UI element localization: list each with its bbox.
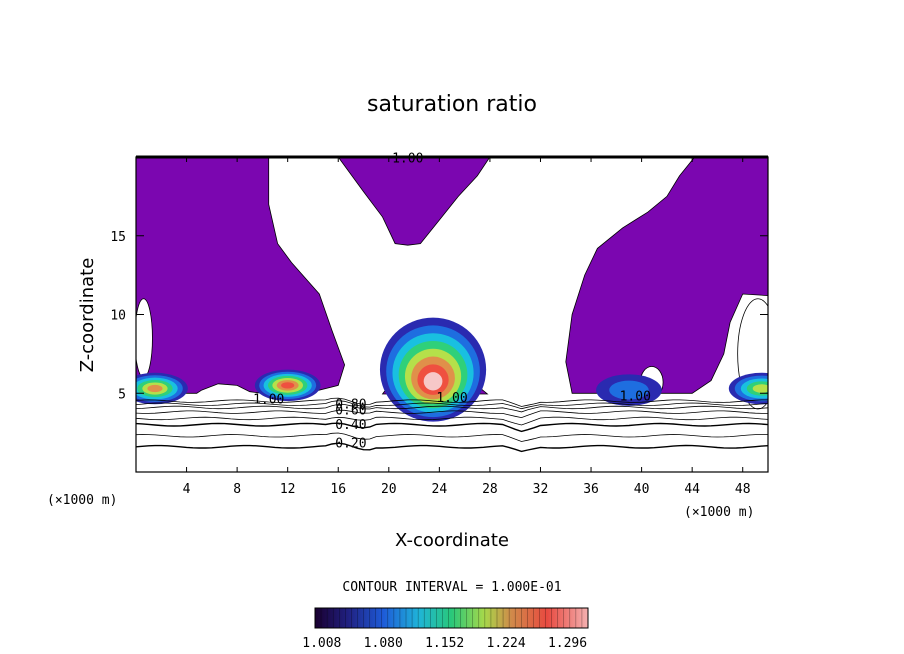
contour-label: 1.00: [392, 152, 423, 167]
colorbar-tick-label: 1.008: [302, 636, 341, 651]
contour-line: [136, 403, 768, 413]
contour-line: [136, 416, 768, 426]
contour-label: 1.00: [253, 393, 284, 408]
contour-label: 1.00: [620, 389, 651, 404]
saturated-regions: [136, 157, 768, 410]
y-axis-label: Z-coordinate: [77, 258, 98, 373]
contour-label: 0.80: [335, 397, 366, 412]
core-level: [423, 372, 443, 391]
x-tick-label: 36: [583, 482, 599, 497]
y-tick-label: 15: [110, 230, 126, 245]
colorbar-tick-label: 1.152: [425, 636, 464, 651]
y-tick-label: 5: [118, 387, 126, 402]
saturated-region: [565, 157, 768, 394]
contour-line: [136, 400, 768, 410]
colorbar-ticks: 1.008 1.080 1.152 1.224 1.296: [302, 636, 587, 651]
contour-line: [136, 397, 768, 407]
y-unit-label: (×1000 m): [47, 493, 117, 508]
x-tick-label: 4: [183, 482, 191, 497]
contour-line: [136, 409, 768, 419]
subsaturated-contours: [136, 397, 768, 453]
contour-label: 1.00: [436, 391, 467, 406]
contour-labels: 1.00 1.00 1.00 1.00 0.800.600.40 0.20: [253, 152, 651, 452]
saturated-region: [337, 157, 491, 246]
colorbar: [314, 607, 589, 629]
contour-line: [136, 432, 768, 442]
plot-area: [136, 157, 768, 453]
x-tick-label: 12: [280, 482, 296, 497]
x-tick-label: 24: [432, 482, 448, 497]
x-tick-label: 32: [533, 482, 549, 497]
x-tick-label: 28: [482, 482, 498, 497]
x-tick-label: 16: [330, 482, 346, 497]
core-level: [609, 380, 649, 400]
core-level: [752, 384, 768, 393]
x-axis-label: X-coordinate: [395, 530, 509, 551]
x-tick-label: 44: [684, 482, 700, 497]
x-tick-label: 8: [233, 482, 241, 497]
x-tick-label: 40: [634, 482, 650, 497]
contour-line: [136, 442, 768, 453]
contour-label: 0.60: [335, 404, 366, 419]
core-level: [281, 382, 295, 389]
colorbar-tick-label: 1.296: [548, 636, 587, 651]
saturated-region: [136, 157, 346, 394]
colorbar-tick-label: 1.080: [364, 636, 403, 651]
y-axis-ticks: 5 10 15: [110, 230, 768, 402]
core-level: [147, 384, 163, 393]
contour-label: 0.20: [335, 437, 366, 452]
x-unit-label: (×1000 m): [684, 505, 754, 520]
chart-title: saturation ratio: [367, 92, 537, 117]
contour-line: [136, 422, 768, 433]
x-tick-label: 48: [735, 482, 751, 497]
x-tick-label: 20: [381, 482, 397, 497]
contour-label: 0.40: [335, 418, 366, 433]
unsaturated-hole: [136, 298, 153, 378]
x-axis-ticks: 4 8 12 16 20 24 28 32 36 40 44 48: [183, 157, 751, 497]
colorbar-tick-label: 1.224: [487, 636, 526, 651]
colorbar-stripes: [320, 608, 583, 628]
contour-interval-text: CONTOUR INTERVAL = 1.000E-01: [342, 580, 561, 595]
y-tick-label: 10: [110, 309, 126, 324]
